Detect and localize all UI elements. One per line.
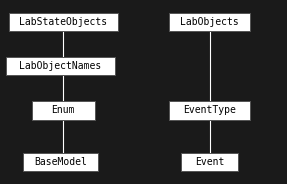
FancyBboxPatch shape (181, 153, 238, 171)
FancyBboxPatch shape (9, 13, 118, 31)
Text: EventType: EventType (183, 105, 236, 115)
FancyBboxPatch shape (169, 101, 250, 120)
Text: Enum: Enum (51, 105, 75, 115)
Text: Event: Event (195, 157, 224, 167)
Text: LabObjects: LabObjects (180, 17, 239, 27)
Text: LabObjectNames: LabObjectNames (19, 61, 101, 71)
Text: LabStateObjects: LabStateObjects (19, 17, 107, 27)
Text: BaseModel: BaseModel (34, 157, 87, 167)
FancyBboxPatch shape (23, 153, 98, 171)
FancyBboxPatch shape (32, 101, 95, 120)
FancyBboxPatch shape (169, 13, 250, 31)
FancyBboxPatch shape (6, 57, 115, 75)
